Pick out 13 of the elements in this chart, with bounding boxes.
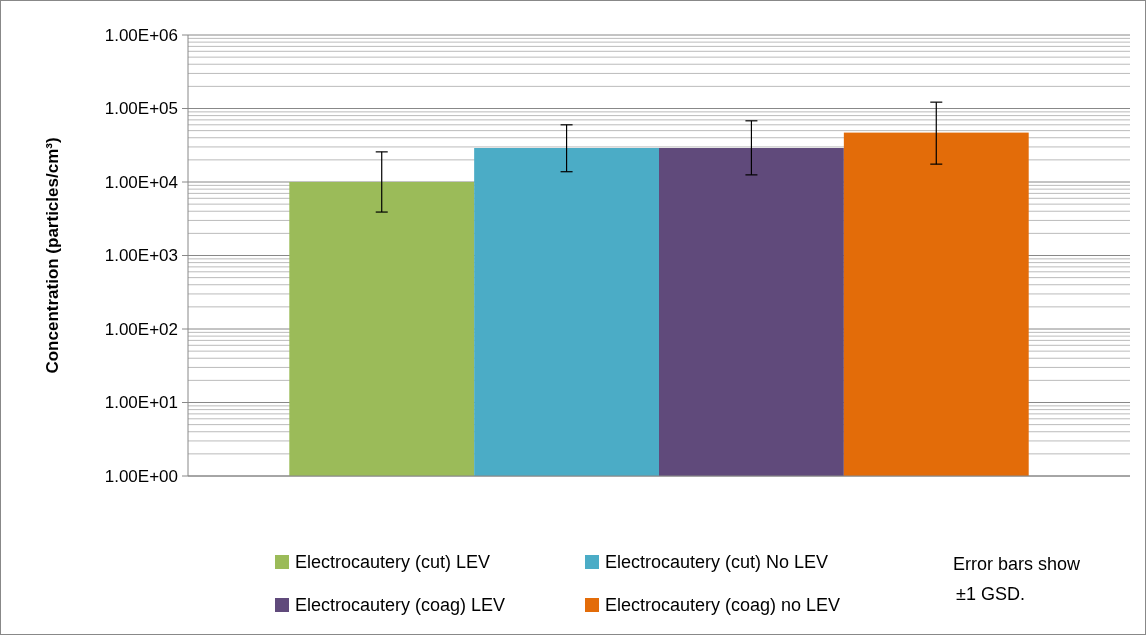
- y-tick-label: 1.00E+02: [104, 319, 178, 339]
- y-tick-label: 1.00E+04: [104, 172, 178, 192]
- text: Error bars show ±1 GSD.: [953, 554, 1082, 604]
- y-tick-label: 1.00E+00: [104, 466, 178, 486]
- legend-label: Electrocautery (coag) LEV: [295, 595, 506, 616]
- y-tick-label: 1.00E+03: [104, 246, 178, 266]
- y-tick-label: 1.00E+05: [104, 99, 178, 119]
- legend-label: Electrocautery (cut) LEV: [295, 552, 491, 573]
- y-tick-label: 1.00E+06: [104, 25, 178, 45]
- y-axis-title: Concentration (particles/cm³): [43, 137, 62, 374]
- y-tick-label: 1.00E+01: [104, 393, 178, 413]
- legend-label: Electrocautery (coag) no LEV: [605, 595, 841, 616]
- legend-label: Electrocautery (cut) No LEV: [605, 552, 829, 573]
